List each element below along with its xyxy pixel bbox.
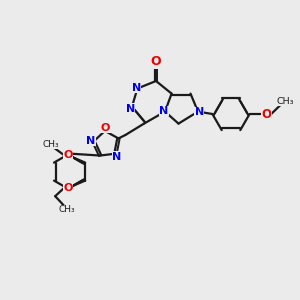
- Text: N: N: [86, 136, 95, 146]
- Text: N: N: [195, 107, 204, 117]
- Text: CH₃: CH₃: [42, 140, 59, 149]
- Text: O: O: [261, 107, 272, 121]
- Text: O: O: [151, 55, 161, 68]
- Text: N: N: [112, 152, 121, 162]
- Text: N: N: [132, 83, 141, 93]
- Text: O: O: [63, 183, 73, 194]
- Text: CH₃: CH₃: [59, 205, 76, 214]
- Text: N: N: [126, 103, 135, 114]
- Text: N: N: [159, 106, 168, 116]
- Text: O: O: [101, 123, 110, 133]
- Text: O: O: [63, 150, 73, 160]
- Text: CH₃: CH₃: [276, 97, 294, 106]
